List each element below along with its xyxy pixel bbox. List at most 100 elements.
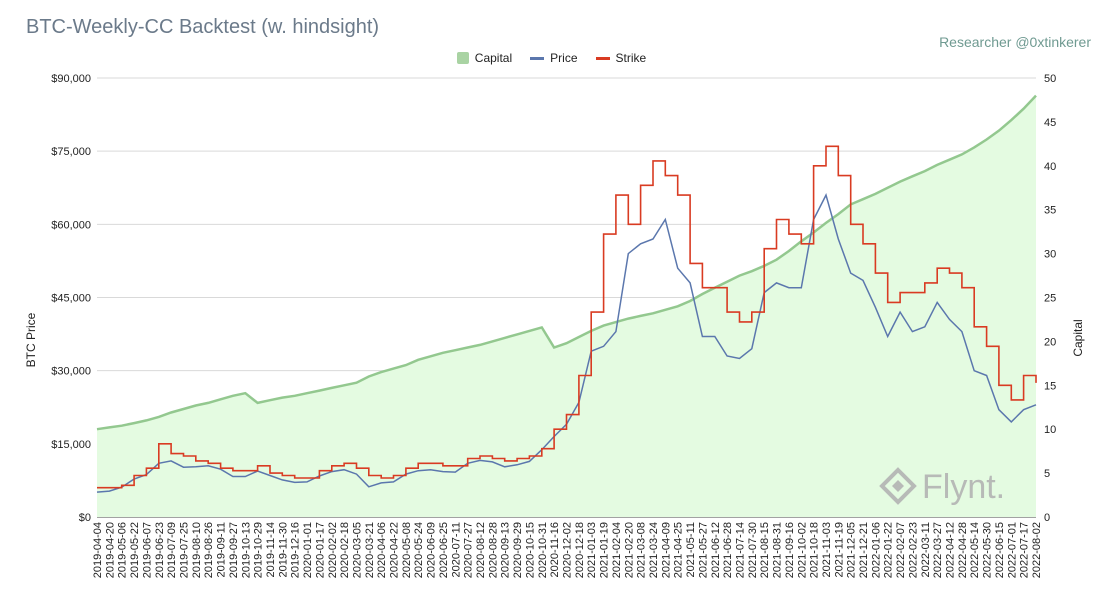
x-tick-label: 2021-09-16 <box>784 522 796 578</box>
x-tick-label: 2022-07-01 <box>1006 522 1018 578</box>
x-tick-label: 2021-06-28 <box>722 522 734 578</box>
y2-tick-label: 30 <box>1044 249 1056 261</box>
x-tick-label: 2021-11-19 <box>833 522 845 577</box>
x-tick-label: 2021-05-11 <box>685 522 697 577</box>
legend-swatch-capital <box>456 52 469 64</box>
x-tick-label: 2020-05-08 <box>401 522 413 578</box>
x-tick-label: 2020-12-18 <box>574 522 586 578</box>
x-tick-label: 2021-07-30 <box>747 522 759 578</box>
y-tick-label: $0 <box>79 512 91 524</box>
x-tick-label: 2021-04-09 <box>660 522 672 578</box>
left-axis-title: BTC Price <box>24 312 38 367</box>
x-tick-label: 2021-10-02 <box>796 522 808 578</box>
x-tick-label: 2020-08-28 <box>487 522 499 578</box>
x-tick-label: 2020-02-18 <box>339 522 351 578</box>
x-tick-label: 2022-08-02 <box>1031 522 1043 578</box>
x-tick-label: 2019-09-27 <box>228 522 240 578</box>
x-tick-label: 2019-09-11 <box>216 522 228 577</box>
legend-label-price: Price <box>550 51 578 65</box>
x-tick-label: 2020-11-16 <box>549 522 561 577</box>
y2-tick-label: 25 <box>1044 293 1056 305</box>
x-tick-label: 2022-02-07 <box>895 522 907 578</box>
chart-title: BTC-Weekly-CC Backtest (w. hindsight) <box>26 16 380 38</box>
y2-tick-label: 40 <box>1044 161 1056 173</box>
y2-tick-label: 20 <box>1044 336 1056 348</box>
x-tick-label: 2022-04-12 <box>945 522 957 578</box>
x-tick-label: 2021-01-03 <box>586 522 598 578</box>
legend-label-capital: Capital <box>474 51 513 65</box>
y-tick-label: $90,000 <box>51 73 91 85</box>
x-tick-label: 2022-03-27 <box>932 522 944 578</box>
x-tick-label: 2019-10-13 <box>240 522 252 578</box>
x-axis-ticks: 2019-04-04 2019-04-20 2019-05-06 2019-05-22… <box>92 522 1043 578</box>
x-tick-label: 2021-03-24 <box>648 522 660 578</box>
x-tick-label: 2019-07-09 <box>166 522 178 578</box>
right-axis-title: Capital <box>1071 319 1085 356</box>
x-tick-label: 2020-04-22 <box>389 522 401 578</box>
x-tick-label: 2020-06-25 <box>438 522 450 578</box>
x-tick-label: 2021-04-25 <box>673 522 685 578</box>
x-tick-label: 2019-11-14 <box>265 522 277 577</box>
x-tick-label: 2020-12-02 <box>562 522 574 578</box>
x-tick-label: 2019-04-20 <box>104 522 116 578</box>
x-tick-label: 2019-04-04 <box>92 522 104 578</box>
x-tick-label: 2020-08-12 <box>475 522 487 578</box>
x-tick-label: 2019-11-30 <box>277 522 289 577</box>
x-tick-label: 2019-08-26 <box>203 522 215 578</box>
legend-swatch-strike <box>595 56 610 60</box>
x-tick-label: 2021-12-05 <box>846 522 858 578</box>
capital-series-line <box>96 94 1037 431</box>
y-tick-label: $45,000 <box>51 293 91 305</box>
legend-label-strike: Strike <box>615 51 647 65</box>
x-tick-label: 2020-09-13 <box>500 522 512 578</box>
legend-item-capital[interactable]: Capital <box>456 51 513 65</box>
legend-item-price[interactable]: Price <box>530 51 578 65</box>
y-tick-label: $30,000 <box>51 366 91 378</box>
x-tick-label: 2019-10-29 <box>253 522 265 578</box>
x-tick-label: 2021-05-27 <box>697 522 709 578</box>
x-tick-label: 2021-12-21 <box>858 522 870 578</box>
x-tick-label: 2022-01-22 <box>883 522 895 578</box>
x-tick-label: 2020-10-31 <box>537 522 549 578</box>
x-tick-label: 2020-07-27 <box>463 522 475 578</box>
author-credit: Researcher @0xtinkerer <box>939 34 1091 50</box>
legend-item-strike[interactable]: Strike <box>595 51 647 65</box>
x-tick-label: 2020-10-15 <box>524 522 536 578</box>
x-tick-label: 2020-01-17 <box>314 522 326 578</box>
x-tick-label: 2021-08-31 <box>772 522 784 578</box>
x-tick-label: 2021-11-03 <box>821 522 833 577</box>
chart-legend: Capital Price Strike <box>0 51 1103 65</box>
y2-tick-label: 5 <box>1044 468 1050 480</box>
y2-tick-label: 10 <box>1044 424 1056 436</box>
legend-swatch-price <box>530 56 545 60</box>
x-tick-label: 2022-05-30 <box>982 522 994 578</box>
x-tick-label: 2021-10-18 <box>809 522 821 578</box>
x-tick-label: 2019-06-23 <box>154 522 166 578</box>
x-tick-label: 2020-09-29 <box>512 522 524 578</box>
x-tick-label: 2021-07-14 <box>735 522 747 578</box>
x-tick-label: 2022-07-17 <box>1019 522 1031 578</box>
y-tick-label: $75,000 <box>51 146 91 158</box>
x-tick-label: 2020-06-09 <box>426 522 438 578</box>
x-tick-label: 2021-02-20 <box>623 522 635 578</box>
y-tick-label: $15,000 <box>51 439 91 451</box>
watermark: Flynt. <box>879 467 1005 506</box>
x-tick-label: 2020-04-06 <box>376 522 388 578</box>
x-tick-label: 2020-01-01 <box>302 522 314 578</box>
x-tick-label: 2022-02-23 <box>907 522 919 578</box>
y2-tick-label: 50 <box>1044 73 1056 85</box>
x-tick-label: 2022-05-14 <box>969 522 981 578</box>
y2-tick-label: 45 <box>1044 117 1056 129</box>
y2-tick-label: 0 <box>1044 512 1050 524</box>
x-tick-label: 2021-01-19 <box>599 522 611 578</box>
right-axis-ticks: 0 5 10 15 20 25 30 35 40 45 50 <box>1044 73 1056 524</box>
x-tick-label: 2020-03-21 <box>364 522 376 578</box>
x-tick-label: 2021-02-04 <box>611 522 623 578</box>
x-tick-label: 2019-05-22 <box>129 522 141 578</box>
watermark-brand: Flynt. <box>922 468 1005 506</box>
x-tick-label: 2020-03-05 <box>352 522 364 578</box>
left-axis-ticks: $0 $15,000 $30,000 $45,000 $60,000 $75,000 $90… <box>51 73 91 524</box>
x-tick-label: 2022-04-28 <box>957 522 969 578</box>
x-tick-label: 2019-07-25 <box>179 522 191 578</box>
